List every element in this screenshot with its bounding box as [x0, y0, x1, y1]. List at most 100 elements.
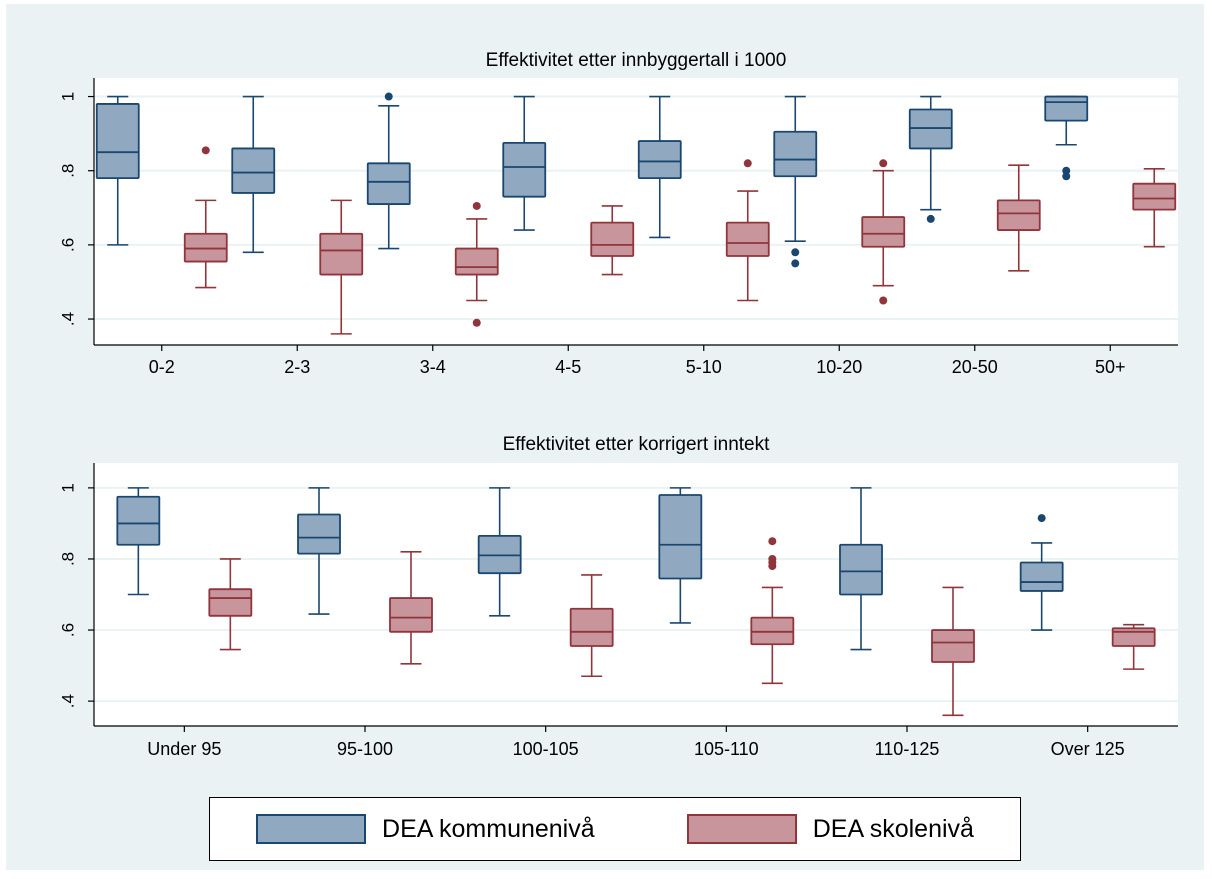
box-skoleniva	[725, 159, 770, 302]
legend-label-skoleniva: DEA skolenivå	[812, 814, 974, 843]
outlier-point	[1062, 166, 1071, 175]
x-tick-label: 20-50	[952, 357, 998, 377]
box-body	[569, 607, 614, 647]
x-tick-label: 50+	[1095, 357, 1126, 377]
box-skoleniva	[861, 159, 906, 305]
x-tick-label: 0-2	[149, 357, 175, 377]
box-kommuneniva	[839, 487, 883, 651]
box-body	[861, 216, 906, 248]
box-skoleniva	[750, 537, 795, 685]
y-tick-label: .6	[59, 623, 78, 637]
box-skoleniva	[1132, 168, 1177, 248]
box-kommuneniva	[297, 487, 341, 615]
box-plot-figure: .4 .6 .8 1 Effektivitet etter innbyggertall …	[59, 50, 1178, 759]
x-tick-label: 4-5	[555, 357, 581, 377]
box-skoleniva	[996, 164, 1041, 272]
box-skoleniva	[569, 574, 614, 678]
outlier-point	[384, 92, 393, 101]
box-body	[637, 140, 682, 180]
box-body	[1019, 561, 1064, 592]
legend-item-skoleniva: DEA skolenivå	[686, 814, 974, 844]
y-tick-label: .8	[59, 164, 78, 178]
box-body	[183, 232, 228, 263]
box-body	[297, 513, 341, 555]
box-kommuneniva	[116, 487, 161, 596]
box-kommuneniva	[1019, 514, 1064, 631]
box-body	[502, 141, 547, 198]
x-tick-label: 2-3	[284, 357, 310, 377]
outlier-point	[879, 159, 888, 168]
y-tick-label: .6	[59, 238, 78, 252]
x-tick-label: 10-20	[816, 357, 862, 377]
box-body	[389, 597, 433, 633]
box-body	[996, 199, 1041, 231]
box-body	[366, 162, 411, 205]
box-body	[1132, 182, 1177, 211]
outlier-point	[472, 201, 481, 210]
plot-area	[94, 463, 1178, 726]
outlier-point	[791, 248, 800, 257]
legend-label-kommuneniva: DEA kommunenivå	[382, 814, 595, 843]
box-kommuneniva	[773, 95, 818, 268]
x-tick-label: 105-110	[694, 739, 759, 759]
box-skoleniva	[1111, 623, 1156, 670]
outlier-point	[791, 259, 800, 268]
box-kommuneniva	[231, 95, 276, 254]
box-body	[658, 494, 703, 580]
box-body	[116, 495, 161, 546]
outlier-point	[768, 537, 777, 546]
box-body	[590, 221, 635, 257]
box-skoleniva	[454, 201, 499, 327]
panel-1: .4 .6 .8 1 Effektivitet etter innbyggertall …	[59, 50, 1178, 377]
box-kommuneniva	[502, 95, 547, 231]
legend: DEA kommunenivå DEA skolenivå	[209, 797, 1021, 861]
outlier-point	[743, 159, 752, 168]
box-body	[95, 103, 140, 180]
x-tick-label: 95-100	[337, 739, 393, 759]
outlier-point	[1062, 172, 1071, 181]
legend-swatch-skoleniva	[686, 814, 797, 844]
y-tick-label: 1	[59, 92, 78, 101]
legend-item-kommuneniva: DEA kommunenivå	[256, 814, 595, 844]
box-kommuneniva	[366, 92, 411, 250]
box-kommuneniva	[477, 487, 522, 617]
y-tick-label: .4	[59, 694, 78, 708]
box-skoleniva	[389, 551, 433, 665]
outlier-point	[926, 214, 935, 223]
outlier-point	[472, 318, 481, 327]
box-body	[725, 221, 770, 257]
outlier-point	[879, 296, 888, 305]
box-body	[454, 247, 499, 276]
y-tick-label: .4	[59, 312, 78, 326]
legend-swatch-kommuneniva	[256, 814, 367, 844]
x-tick-label: 5-10	[686, 357, 722, 377]
box-skoleniva	[590, 205, 635, 276]
x-tick-label: Over 125	[1051, 739, 1125, 759]
box-body	[773, 130, 818, 178]
box-body	[931, 629, 975, 663]
box-body	[1044, 95, 1089, 122]
outlier-point	[201, 146, 210, 155]
box-skoleniva	[319, 199, 364, 335]
box-kommuneniva	[1044, 95, 1089, 181]
panel-title: Effektivitet etter innbyggertall i 1000	[486, 50, 787, 71]
box-kommuneniva	[908, 95, 953, 223]
figure: .4 .6 .8 1 Effektivitet etter innbyggertall …	[6, 4, 1204, 870]
panel-2: .4 .6 .8 1 Effektivitet etter korrigert innt…	[59, 434, 1178, 759]
box-kommuneniva	[637, 95, 682, 239]
outlier-point	[768, 562, 777, 571]
box-kommuneniva	[658, 487, 703, 624]
box-skoleniva	[183, 146, 228, 289]
x-tick-label: Under 95	[147, 739, 221, 759]
box-body	[908, 108, 953, 150]
box-body	[208, 588, 253, 617]
box-body	[231, 147, 276, 194]
box-kommuneniva	[95, 95, 140, 246]
panel-title: Effektivitet etter korrigert inntekt	[503, 434, 771, 455]
x-tick-label: 110-125	[875, 739, 940, 759]
x-tick-label: 3-4	[420, 357, 446, 377]
box-body	[319, 232, 364, 276]
y-tick-label: .8	[59, 552, 78, 566]
box-skoleniva	[208, 558, 253, 651]
y-tick-label: 1	[59, 483, 78, 492]
